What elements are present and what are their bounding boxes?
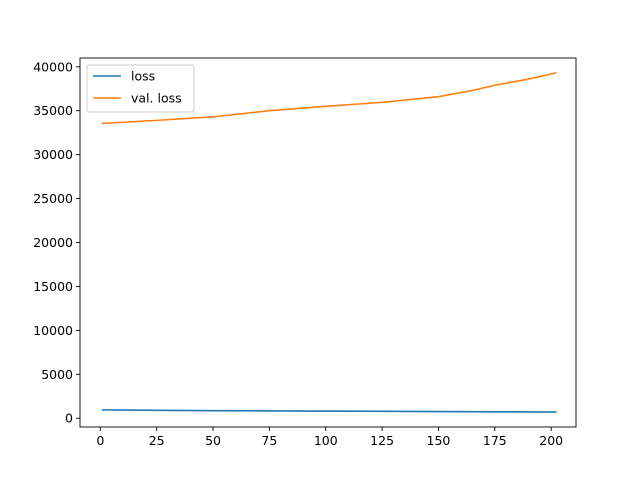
x-tick-label: 150 [427,433,451,448]
y-tick-label: 35000 [33,103,73,118]
y-tick-label: 5000 [41,367,73,382]
y-tick-label: 40000 [33,59,73,74]
x-tick-label: 0 [96,433,104,448]
y-tick-label: 15000 [33,279,73,294]
x-tick-label: 50 [205,433,221,448]
axes-layer: 0 25 50 75 100 125 150 175 200 0 5000 10000 15000 200… [33,57,577,448]
series-line-val-loss [101,71,557,125]
y-tick-label: 0 [65,411,73,426]
x-tick-label: 125 [370,433,394,448]
x-tick-label: 100 [314,433,338,448]
x-tick-label: 200 [539,433,563,448]
x-tick-label: 75 [261,433,277,448]
series-layer [101,71,557,413]
y-tick-label: 30000 [33,147,73,162]
y-tick-label: 20000 [33,235,73,250]
legend-label-loss: loss [131,69,155,84]
legend: loss val. loss [86,64,195,113]
y-tick-label: 25000 [33,191,73,206]
y-tick-label: 10000 [33,323,73,338]
x-tick-label: 25 [149,433,165,448]
series-line-loss [101,409,557,413]
x-tick-label: 175 [483,433,507,448]
legend-label-val-loss: val. loss [131,91,182,106]
